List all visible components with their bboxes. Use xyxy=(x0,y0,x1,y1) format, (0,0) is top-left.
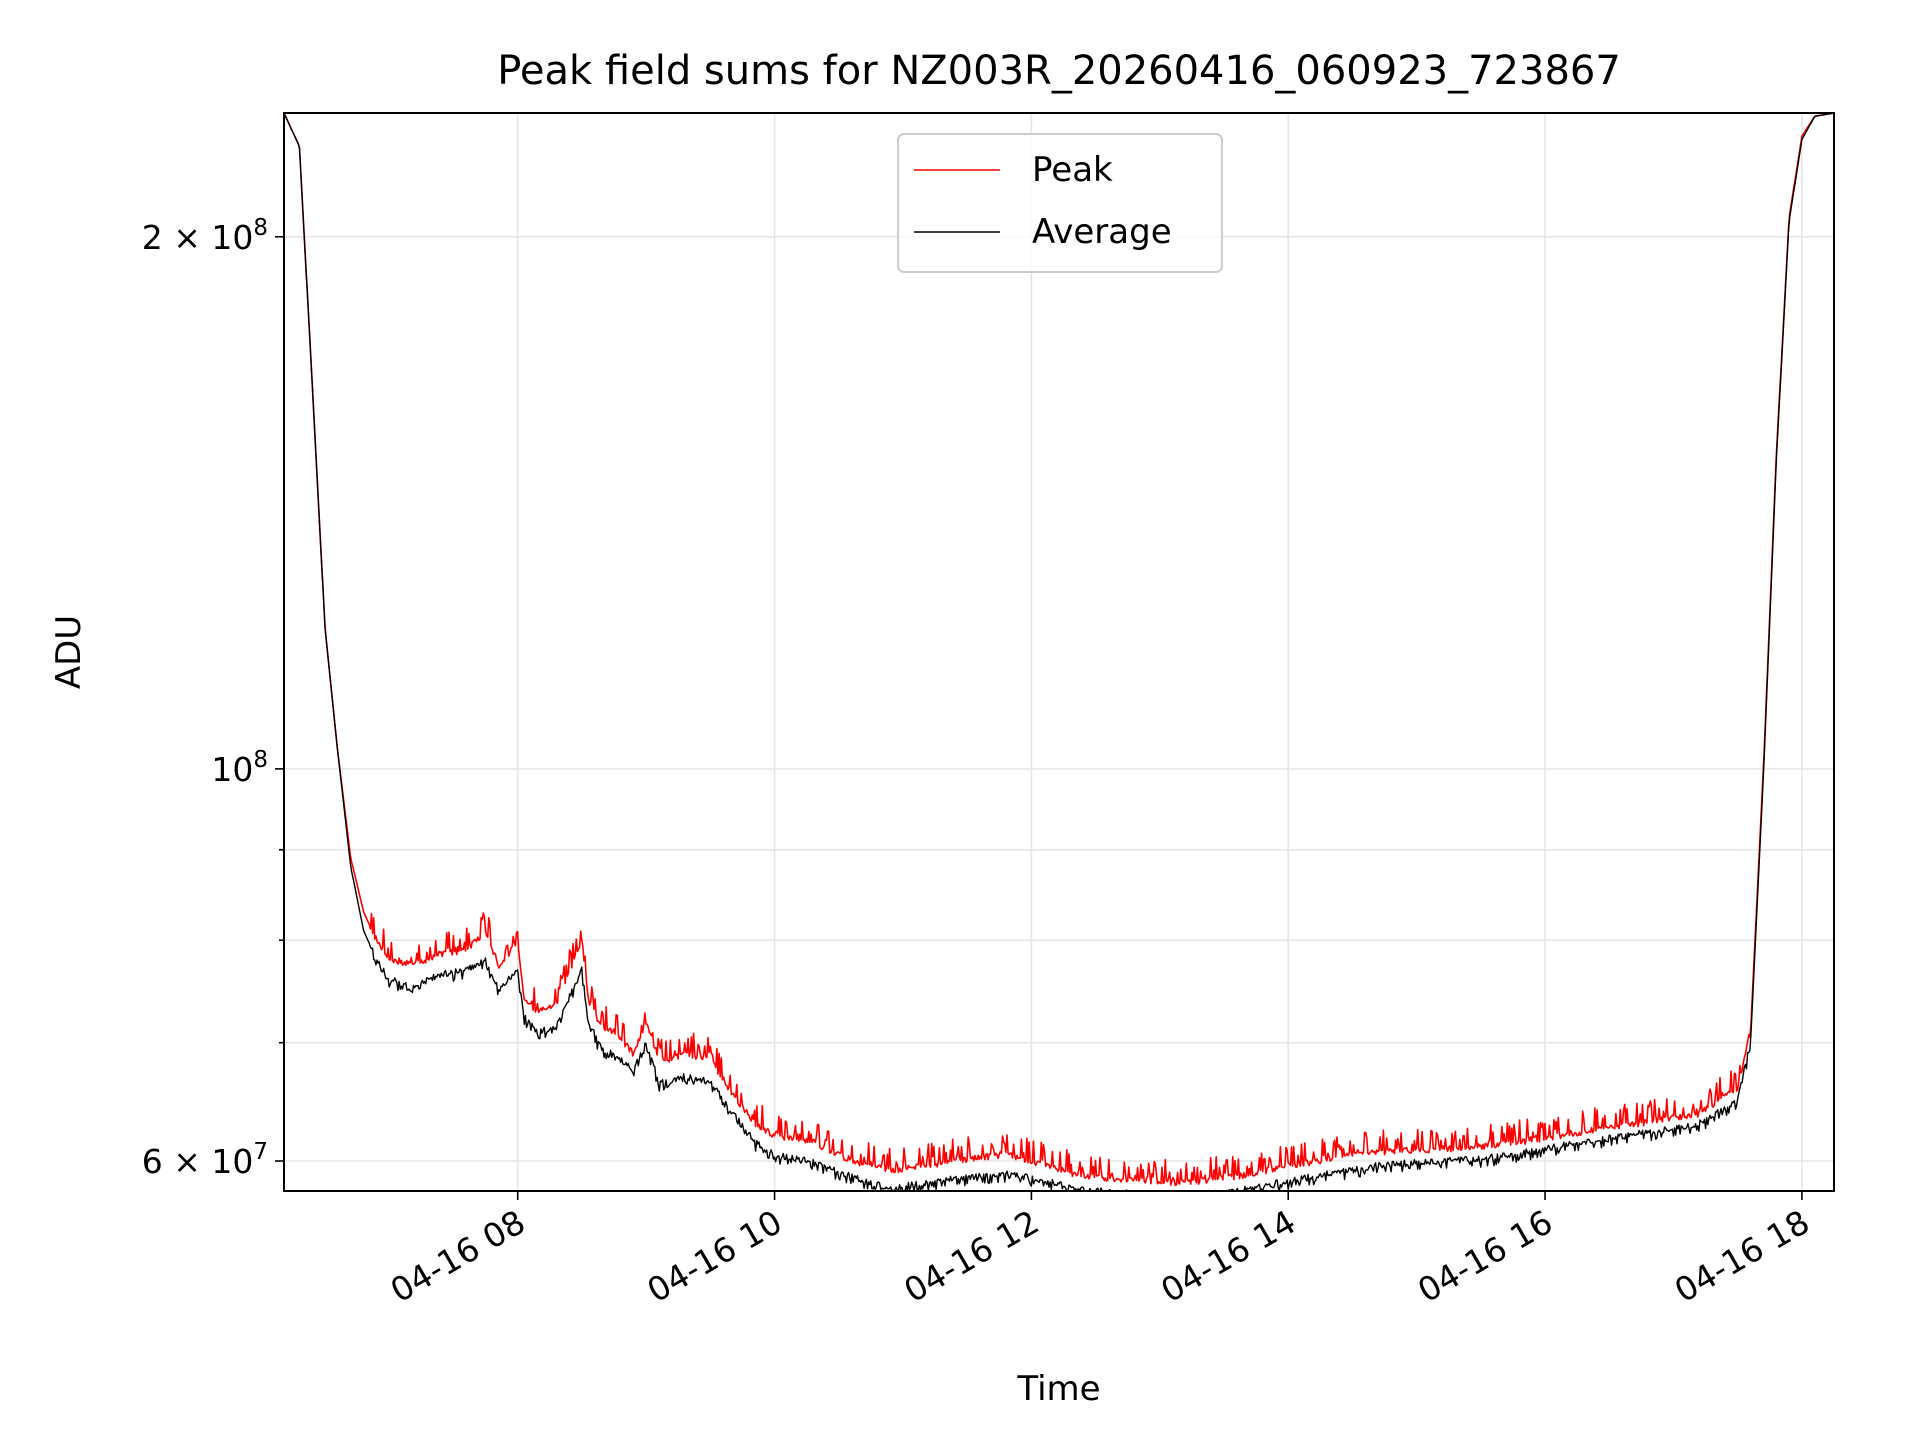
x-tick-label: 04-16 16 xyxy=(1411,1202,1559,1310)
legend-label-peak: Peak xyxy=(1032,150,1113,190)
y-tick-label-base: 10 xyxy=(211,750,253,789)
x-tick-label: 04-16 08 xyxy=(384,1202,532,1310)
x-axis: 04-16 08 04-16 10 04-16 12 04-16 14 04-16 16… xyxy=(384,1191,1816,1310)
y-tick-label: 108 xyxy=(211,747,268,789)
series-line-peak xyxy=(283,112,1835,1187)
series-layer xyxy=(283,112,1835,1192)
chart-title: Peak field sums for NZ003R_20260416_0609… xyxy=(497,48,1621,94)
y-tick-label-base: 2 × 10 xyxy=(142,218,254,257)
grid xyxy=(284,113,1834,1191)
legend-label-average: Average xyxy=(1032,212,1172,252)
series-line-average xyxy=(283,112,1835,1192)
x-tick-label: 04-16 12 xyxy=(897,1202,1045,1310)
legend-box xyxy=(897,133,1223,273)
plot-frame xyxy=(283,112,1835,1192)
y-tick-label: 2 × 108 xyxy=(142,215,268,257)
x-tick-label: 04-16 10 xyxy=(641,1202,789,1310)
x-tick-label: 04-16 14 xyxy=(1154,1202,1302,1310)
y-tick-label-exponent: 8 xyxy=(253,215,268,241)
legend: Peak Average xyxy=(897,133,1223,273)
y-tick-label: 6 × 107 xyxy=(142,1139,268,1181)
y-axis-label: ADU xyxy=(49,615,89,689)
y-tick-label-base: 6 × 10 xyxy=(142,1142,254,1181)
y-tick-label-exponent: 7 xyxy=(253,1139,268,1165)
x-axis-label: Time xyxy=(1016,1369,1100,1409)
x-tick-label: 04-16 18 xyxy=(1668,1202,1816,1310)
y-tick-label-exponent: 8 xyxy=(253,747,268,773)
